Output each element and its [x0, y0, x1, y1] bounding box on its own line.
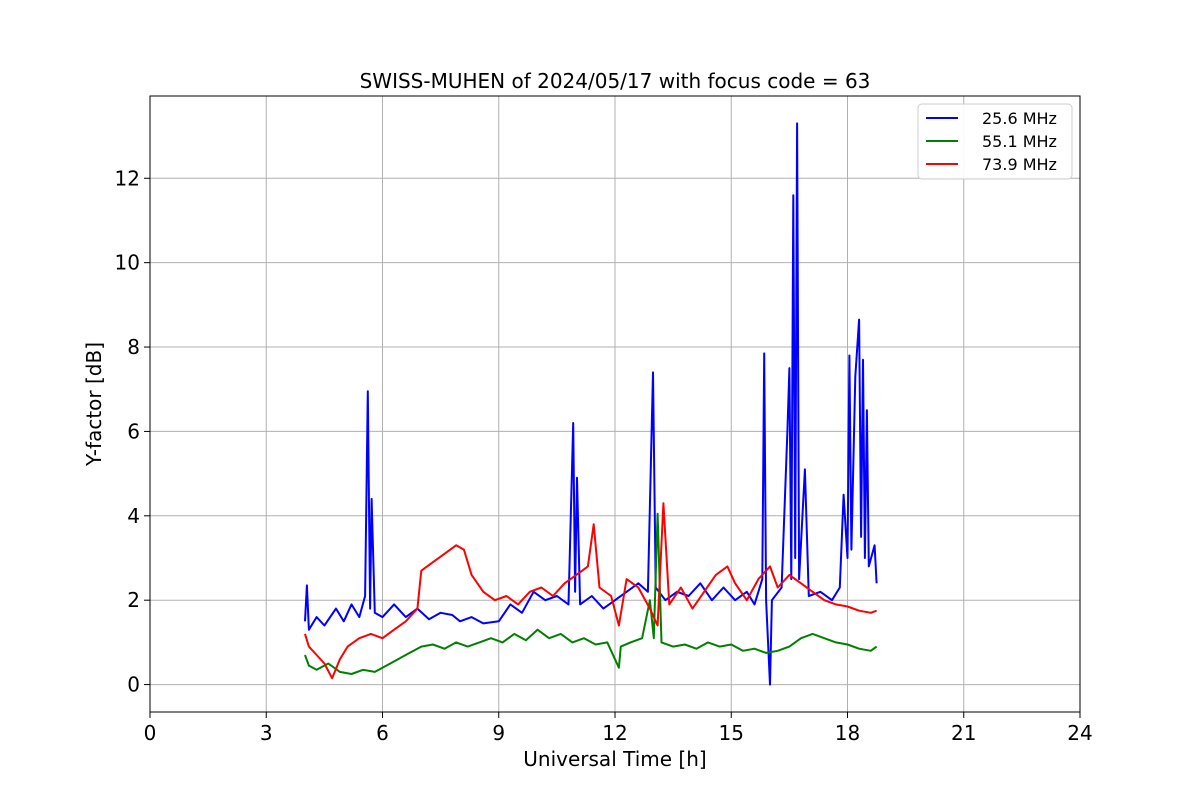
x-tick-label: 15	[719, 721, 744, 745]
y-tick-label: 10	[115, 251, 140, 275]
x-tick-label: 6	[376, 721, 389, 745]
chart-title: SWISS-MUHEN of 2024/05/17 with focus cod…	[360, 69, 871, 93]
x-tick-label: 12	[602, 721, 627, 745]
x-tick-label: 24	[1067, 721, 1092, 745]
legend: 25.6 MHz 55.1 MHz 73.9 MHz	[917, 103, 1073, 180]
legend-label-55-1-mhz: 55.1 MHz	[982, 132, 1057, 151]
series-layer	[304, 122, 878, 686]
x-axis-ticks: 0 3 6 9 12 15 18 21 24	[144, 712, 1093, 745]
x-axis-label: Universal Time [h]	[523, 747, 706, 771]
y-axis-ticks: 0 2 4 6 8 10 12	[115, 166, 150, 697]
y-tick-label: 2	[127, 588, 140, 612]
y-tick-label: 12	[115, 166, 140, 190]
series-line-73-9-mhz	[304, 502, 877, 680]
series-line-25-6-mhz	[304, 122, 878, 686]
legend-label-25-6-mhz: 25.6 MHz	[982, 109, 1057, 128]
x-tick-label: 21	[951, 721, 976, 745]
x-tick-label: 0	[144, 721, 157, 745]
x-tick-label: 18	[835, 721, 860, 745]
y-tick-label: 6	[127, 419, 140, 443]
y-tick-label: 4	[127, 504, 140, 528]
legend-label-73-9-mhz: 73.9 MHz	[982, 155, 1057, 174]
series-line-55-1-mhz	[304, 512, 878, 675]
x-tick-label: 9	[492, 721, 505, 745]
y-tick-label: 8	[127, 335, 140, 359]
y-tick-label: 0	[127, 673, 140, 697]
y-axis-label: Y-factor [dB]	[82, 342, 106, 467]
legend-box	[917, 103, 1073, 180]
x-tick-label: 3	[260, 721, 273, 745]
